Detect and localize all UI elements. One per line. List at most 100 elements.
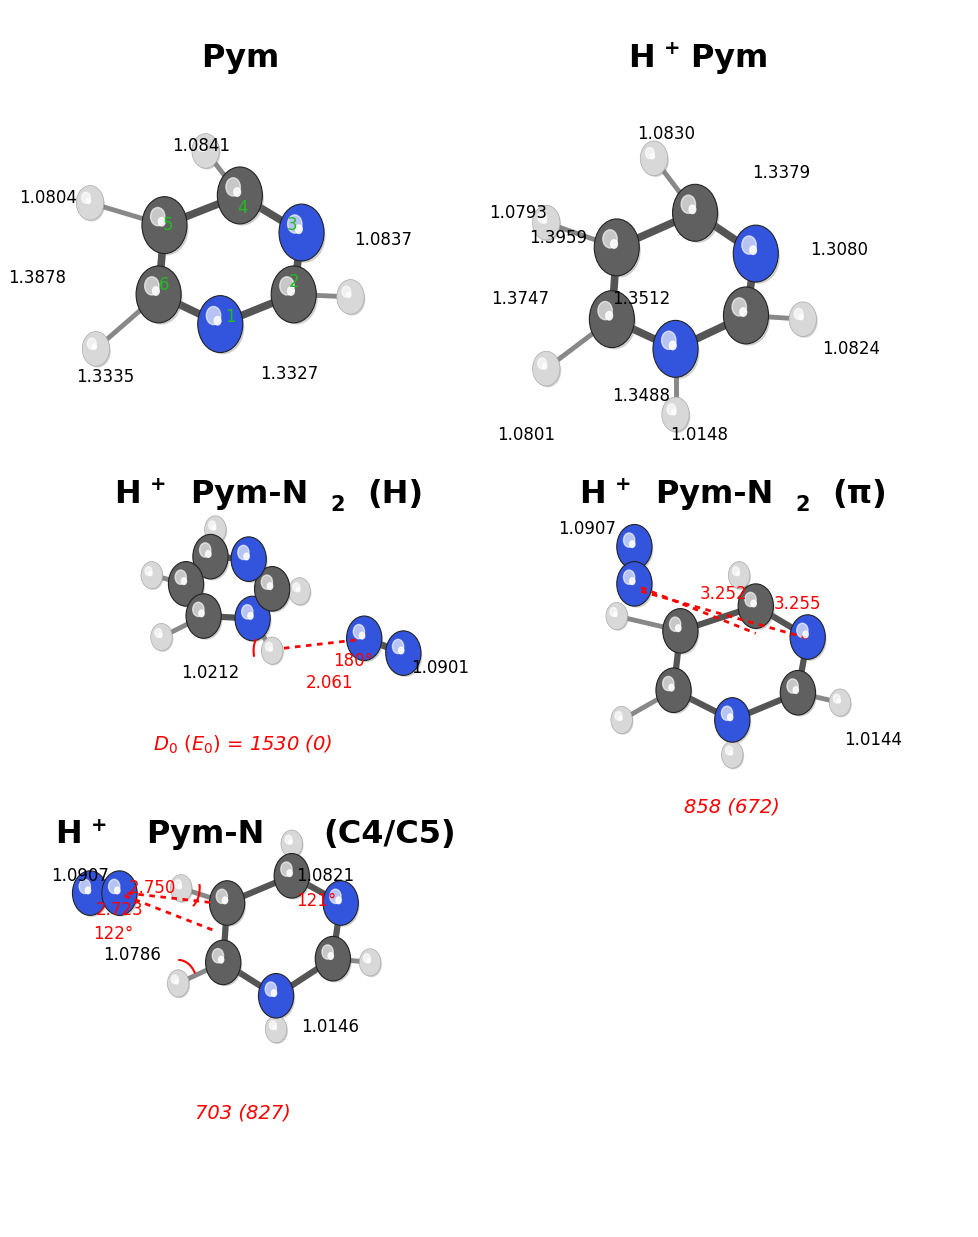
Circle shape bbox=[167, 970, 189, 997]
Text: 121°: 121° bbox=[295, 892, 335, 909]
Circle shape bbox=[242, 605, 252, 618]
Circle shape bbox=[142, 197, 187, 254]
Text: 2.723: 2.723 bbox=[96, 902, 144, 919]
Circle shape bbox=[741, 589, 774, 630]
Circle shape bbox=[652, 320, 697, 377]
Circle shape bbox=[385, 631, 421, 675]
Circle shape bbox=[178, 884, 181, 888]
Circle shape bbox=[353, 625, 364, 638]
Text: 1.0786: 1.0786 bbox=[103, 946, 160, 964]
Circle shape bbox=[197, 140, 205, 151]
Text: 858 (672): 858 (672) bbox=[684, 797, 779, 816]
Circle shape bbox=[315, 936, 350, 981]
Circle shape bbox=[145, 277, 158, 294]
Circle shape bbox=[285, 835, 291, 844]
Circle shape bbox=[283, 833, 302, 857]
Circle shape bbox=[610, 240, 617, 249]
Circle shape bbox=[620, 529, 652, 570]
Circle shape bbox=[284, 210, 325, 262]
Circle shape bbox=[222, 173, 263, 225]
Circle shape bbox=[537, 212, 546, 223]
Circle shape bbox=[602, 230, 616, 247]
Text: 1.0801: 1.0801 bbox=[497, 427, 555, 444]
Text: 1.0148: 1.0148 bbox=[669, 427, 728, 444]
Text: 1.3878: 1.3878 bbox=[8, 270, 66, 287]
Circle shape bbox=[85, 887, 91, 894]
Circle shape bbox=[206, 518, 226, 543]
Circle shape bbox=[363, 954, 370, 962]
Circle shape bbox=[594, 297, 635, 349]
Circle shape bbox=[234, 188, 241, 197]
Text: H: H bbox=[627, 42, 654, 74]
Circle shape bbox=[830, 691, 850, 716]
Circle shape bbox=[322, 945, 333, 959]
Circle shape bbox=[201, 146, 205, 151]
Circle shape bbox=[192, 134, 219, 168]
Circle shape bbox=[269, 647, 272, 651]
Circle shape bbox=[798, 314, 802, 319]
Text: +: + bbox=[91, 815, 108, 835]
Circle shape bbox=[155, 628, 161, 637]
Circle shape bbox=[649, 153, 653, 158]
Circle shape bbox=[149, 571, 152, 575]
Circle shape bbox=[737, 584, 773, 628]
Text: 2: 2 bbox=[330, 495, 344, 515]
Circle shape bbox=[535, 209, 560, 241]
Text: 3.252: 3.252 bbox=[699, 585, 747, 602]
Circle shape bbox=[793, 620, 825, 661]
Circle shape bbox=[346, 292, 350, 297]
Circle shape bbox=[618, 716, 621, 720]
Text: 703 (827): 703 (827) bbox=[195, 1103, 290, 1123]
Circle shape bbox=[145, 567, 152, 575]
Circle shape bbox=[542, 218, 546, 223]
Circle shape bbox=[209, 945, 242, 986]
Circle shape bbox=[169, 972, 189, 997]
Text: 2.750: 2.750 bbox=[129, 880, 176, 897]
Circle shape bbox=[172, 877, 192, 902]
Circle shape bbox=[168, 562, 203, 606]
Circle shape bbox=[200, 543, 210, 557]
Circle shape bbox=[346, 616, 381, 661]
Circle shape bbox=[271, 990, 277, 997]
Circle shape bbox=[620, 567, 652, 607]
Text: Pym-N: Pym-N bbox=[191, 479, 308, 511]
Circle shape bbox=[714, 698, 749, 742]
Circle shape bbox=[725, 746, 732, 755]
Circle shape bbox=[645, 147, 653, 158]
Circle shape bbox=[82, 332, 110, 366]
Circle shape bbox=[532, 351, 559, 386]
Text: H: H bbox=[55, 819, 82, 851]
Circle shape bbox=[175, 980, 178, 983]
Circle shape bbox=[594, 219, 639, 276]
Circle shape bbox=[359, 949, 380, 976]
Circle shape bbox=[292, 583, 299, 591]
Circle shape bbox=[796, 623, 807, 637]
Circle shape bbox=[732, 298, 745, 315]
Text: 1.3379: 1.3379 bbox=[751, 165, 809, 182]
Text: 1.0824: 1.0824 bbox=[822, 340, 879, 357]
Circle shape bbox=[247, 612, 253, 620]
Text: Pym: Pym bbox=[689, 42, 768, 74]
Text: 2: 2 bbox=[794, 495, 809, 515]
Text: 1.0146: 1.0146 bbox=[301, 1018, 359, 1035]
Text: 2.061: 2.061 bbox=[305, 674, 353, 691]
Circle shape bbox=[151, 208, 164, 225]
Circle shape bbox=[657, 327, 698, 379]
Circle shape bbox=[195, 137, 220, 169]
Circle shape bbox=[612, 709, 632, 734]
Text: 6: 6 bbox=[159, 276, 169, 293]
Circle shape bbox=[739, 308, 746, 317]
Circle shape bbox=[730, 564, 749, 589]
Text: 1.0821: 1.0821 bbox=[295, 867, 353, 884]
Circle shape bbox=[86, 198, 90, 203]
Circle shape bbox=[542, 364, 546, 369]
Circle shape bbox=[609, 607, 616, 616]
Circle shape bbox=[728, 562, 749, 589]
Text: 1.3335: 1.3335 bbox=[76, 369, 135, 386]
Circle shape bbox=[689, 205, 695, 214]
Text: H: H bbox=[578, 479, 605, 511]
Circle shape bbox=[605, 312, 612, 320]
Circle shape bbox=[254, 567, 289, 611]
Text: 1.0144: 1.0144 bbox=[843, 731, 901, 748]
Circle shape bbox=[361, 951, 380, 976]
